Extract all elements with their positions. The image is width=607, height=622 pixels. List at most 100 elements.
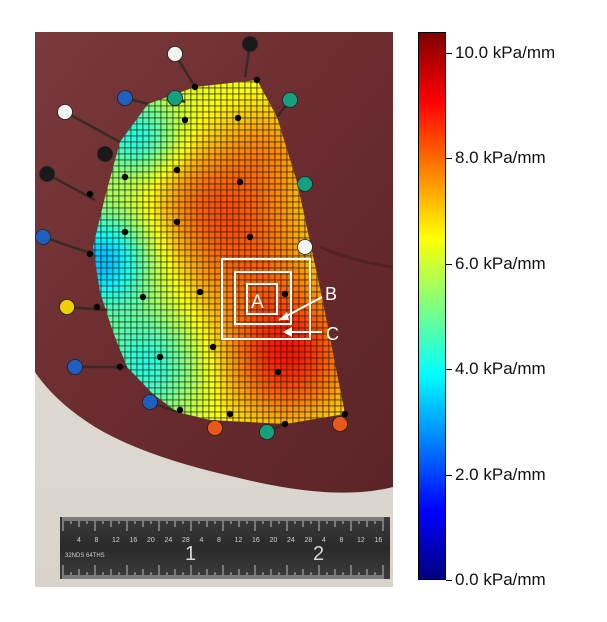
colorbar-tick xyxy=(446,580,452,581)
map-cell xyxy=(232,189,240,197)
map-cell xyxy=(208,411,216,419)
map-cell xyxy=(130,327,138,335)
map-cell xyxy=(160,363,168,371)
map-cell xyxy=(250,99,258,107)
map-cell xyxy=(118,201,126,209)
map-cell xyxy=(232,135,240,143)
map-cell xyxy=(178,153,186,161)
map-cell xyxy=(226,201,234,209)
map-cell xyxy=(136,345,144,353)
map-cell xyxy=(178,333,186,341)
map-cell xyxy=(208,219,216,227)
map-cell xyxy=(178,309,186,317)
map-cell xyxy=(214,141,222,149)
map-cell xyxy=(232,261,240,269)
map-cell xyxy=(166,357,174,365)
map-cell xyxy=(310,387,318,395)
map-cell xyxy=(208,93,216,101)
map-cell xyxy=(130,273,138,281)
map-cell xyxy=(118,297,126,305)
map-cell xyxy=(142,147,150,155)
map-cell xyxy=(316,369,324,377)
map-cell xyxy=(148,105,156,113)
map-cell xyxy=(226,195,234,203)
map-cell xyxy=(262,183,270,191)
map-cell xyxy=(274,153,282,161)
map-cell xyxy=(274,399,282,407)
map-cell xyxy=(304,363,312,371)
map-cell xyxy=(190,123,198,131)
map-cell xyxy=(244,273,252,281)
map-cell xyxy=(172,381,180,389)
map-cell xyxy=(142,213,150,221)
map-cell xyxy=(172,333,180,341)
map-cell xyxy=(334,405,342,413)
map-cell xyxy=(178,129,186,137)
map-cell xyxy=(154,321,162,329)
map-cell xyxy=(262,363,270,371)
map-cell xyxy=(280,159,288,167)
map-cell xyxy=(130,363,138,371)
map-cell xyxy=(208,267,216,275)
map-cell xyxy=(106,225,114,233)
map-cell xyxy=(136,237,144,245)
map-cell xyxy=(262,141,270,149)
map-cell xyxy=(262,411,270,419)
map-cell xyxy=(202,339,210,347)
map-cell xyxy=(196,375,204,383)
map-cell xyxy=(244,213,252,221)
map-cell xyxy=(106,279,114,287)
map-cell xyxy=(220,111,228,119)
map-cell xyxy=(166,219,174,227)
map-cell xyxy=(334,393,342,401)
map-cell xyxy=(178,135,186,143)
map-cell xyxy=(220,105,228,113)
map-cell xyxy=(202,297,210,305)
map-cell xyxy=(250,225,258,233)
map-cell xyxy=(166,399,174,407)
map-cell xyxy=(256,141,264,149)
map-cell xyxy=(166,345,174,353)
map-cell xyxy=(148,315,156,323)
map-cell xyxy=(238,171,246,179)
map-cell xyxy=(124,333,132,341)
map-cell xyxy=(160,249,168,257)
map-cell xyxy=(214,129,222,137)
map-cell xyxy=(106,243,114,251)
map-cell xyxy=(214,369,222,377)
map-cell xyxy=(280,225,288,233)
map-cell xyxy=(190,201,198,209)
map-cell xyxy=(268,243,276,251)
map-cell xyxy=(220,387,228,395)
map-cell xyxy=(262,105,270,113)
map-cell xyxy=(154,315,162,323)
map-cell xyxy=(190,189,198,197)
map-cell xyxy=(124,201,132,209)
map-cell xyxy=(244,123,252,131)
map-cell xyxy=(226,327,234,335)
map-cell xyxy=(286,387,294,395)
map-cell xyxy=(172,279,180,287)
map-cell xyxy=(262,357,270,365)
map-cell xyxy=(256,207,264,215)
map-cell xyxy=(184,219,192,227)
map-cell xyxy=(226,99,234,107)
map-cell xyxy=(202,93,210,101)
map-cell xyxy=(202,147,210,155)
pin-stick xyxy=(46,172,96,202)
map-cell xyxy=(124,141,132,149)
map-cell xyxy=(238,237,246,245)
map-cell xyxy=(130,333,138,341)
measurement-dot xyxy=(116,363,124,371)
map-cell xyxy=(244,177,252,185)
map-cell xyxy=(130,135,138,143)
map-cell xyxy=(124,153,132,161)
map-cell xyxy=(178,189,186,197)
map-cell xyxy=(130,351,138,359)
map-cell xyxy=(256,171,264,179)
map-cell xyxy=(106,249,114,257)
map-cell xyxy=(172,345,180,353)
map-cell xyxy=(172,225,180,233)
map-cell xyxy=(214,327,222,335)
map-cell xyxy=(94,243,102,251)
